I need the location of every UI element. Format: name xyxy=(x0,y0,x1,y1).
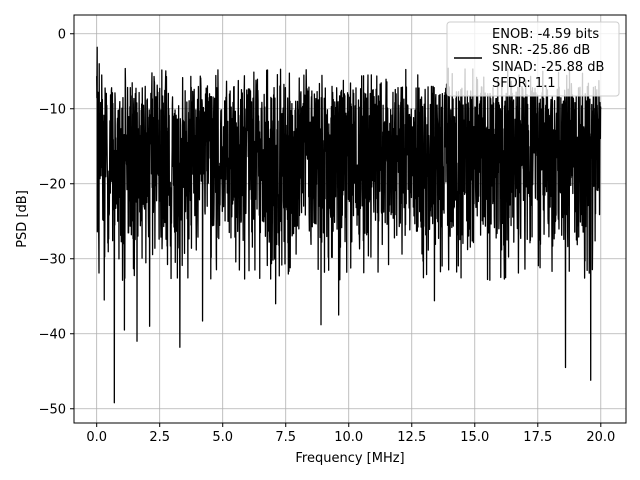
psd-line xyxy=(96,46,602,404)
legend-entry-sfdr: SFDR: 1.1 xyxy=(492,76,556,91)
legend-entry-snr: SNR: -25.86 dB xyxy=(492,43,590,58)
x-tick-label: 7.5 xyxy=(275,430,296,445)
x-tick-label: 15.0 xyxy=(460,430,489,445)
y-tick-label: 0 xyxy=(58,27,66,42)
y-tick-label: −10 xyxy=(39,102,66,117)
y-axis-ticks: 0 −10 −20 −30 −40 −50 xyxy=(39,27,74,417)
x-tick-label: 10.0 xyxy=(334,430,363,445)
legend-entry-sinad: SINAD: -25.88 dB xyxy=(492,60,604,75)
legend-box xyxy=(446,21,620,97)
x-tick-label: 12.5 xyxy=(397,430,426,445)
y-tick-label: −40 xyxy=(39,327,66,342)
y-axis-label: PSD [dB] xyxy=(15,190,30,248)
psd-series xyxy=(96,46,602,404)
legend: ENOB: -4.59 bits SNR: -25.86 dB SINAD: -… xyxy=(446,21,620,97)
y-tick-label: −50 xyxy=(39,402,66,417)
x-tick-label: 0.0 xyxy=(86,430,107,445)
x-tick-label: 20.0 xyxy=(586,430,615,445)
x-tick-label: 2.5 xyxy=(149,430,170,445)
x-axis-ticks: 0.0 2.5 5.0 7.5 10.0 12.5 15.0 17.5 20.0 xyxy=(86,423,615,445)
y-tick-label: −30 xyxy=(39,252,66,267)
y-tick-label: −20 xyxy=(39,177,66,192)
x-tick-label: 17.5 xyxy=(523,430,552,445)
legend-entry-enob: ENOB: -4.59 bits xyxy=(492,27,599,42)
plot-frame xyxy=(73,14,627,424)
x-tick-label: 5.0 xyxy=(212,430,233,445)
x-axis-label: Frequency [MHz] xyxy=(295,451,404,466)
